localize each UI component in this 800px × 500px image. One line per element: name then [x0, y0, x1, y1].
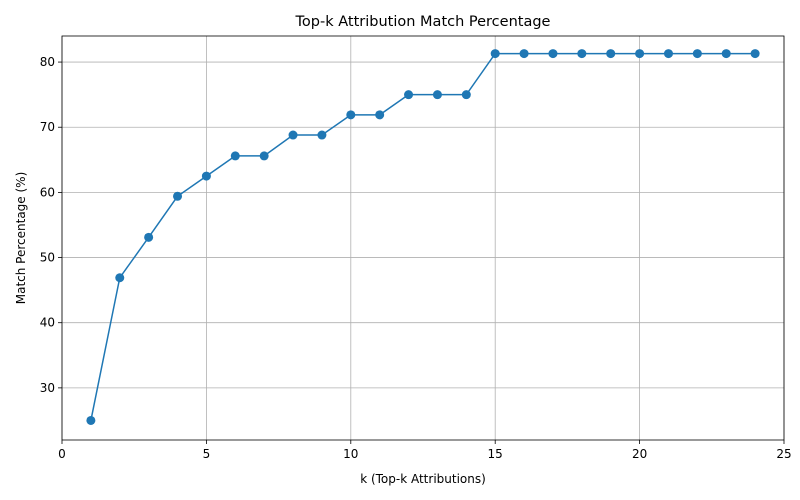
data-point: [750, 49, 760, 59]
y-tick-label: 80: [40, 55, 55, 69]
grid: [61, 36, 785, 440]
data-point: [346, 110, 356, 120]
data-point: [115, 273, 125, 283]
chart-title: Top-k Attribution Match Percentage: [295, 14, 551, 30]
data-point: [635, 49, 645, 59]
series-line: [90, 52, 756, 421]
y-tick-label: 70: [40, 120, 55, 134]
data-point: [490, 49, 500, 59]
x-axis-ticks: 0 5 10 15 20 25: [58, 440, 792, 461]
data-point: [577, 49, 587, 59]
data-point: [86, 415, 96, 425]
data-point: [230, 151, 240, 161]
y-tick-label: 30: [40, 381, 55, 395]
data-point: [606, 49, 616, 59]
series-layer: [86, 49, 760, 425]
y-tick-label: 40: [40, 316, 55, 330]
data-point: [317, 130, 327, 140]
x-tick-label: 20: [632, 447, 647, 461]
x-axis-label: k (Top-k Attributions): [360, 472, 486, 486]
data-point: [259, 151, 269, 161]
data-point: [144, 232, 154, 242]
data-point: [173, 191, 183, 201]
x-tick-label: 5: [203, 447, 211, 461]
x-tick-label: 25: [776, 447, 791, 461]
y-tick-label: 60: [40, 185, 55, 199]
y-axis-label: Match Percentage (%): [14, 172, 28, 305]
data-point: [519, 49, 529, 59]
data-point: [201, 171, 211, 181]
data-point: [692, 49, 702, 59]
x-tick-label: 10: [343, 447, 358, 461]
y-axis-ticks: 30 40 50 60 70 80: [40, 55, 62, 395]
data-point: [548, 49, 558, 59]
x-tick-label: 15: [488, 447, 503, 461]
data-point: [461, 90, 471, 100]
data-point: [721, 49, 731, 59]
data-point: [404, 90, 414, 100]
plot-area-frame: [61, 35, 785, 441]
data-point: [288, 130, 298, 140]
x-tick-label: 0: [58, 447, 66, 461]
y-tick-label: 50: [40, 251, 55, 265]
data-point: [375, 110, 385, 120]
data-point: [432, 90, 442, 100]
data-point: [663, 49, 673, 59]
